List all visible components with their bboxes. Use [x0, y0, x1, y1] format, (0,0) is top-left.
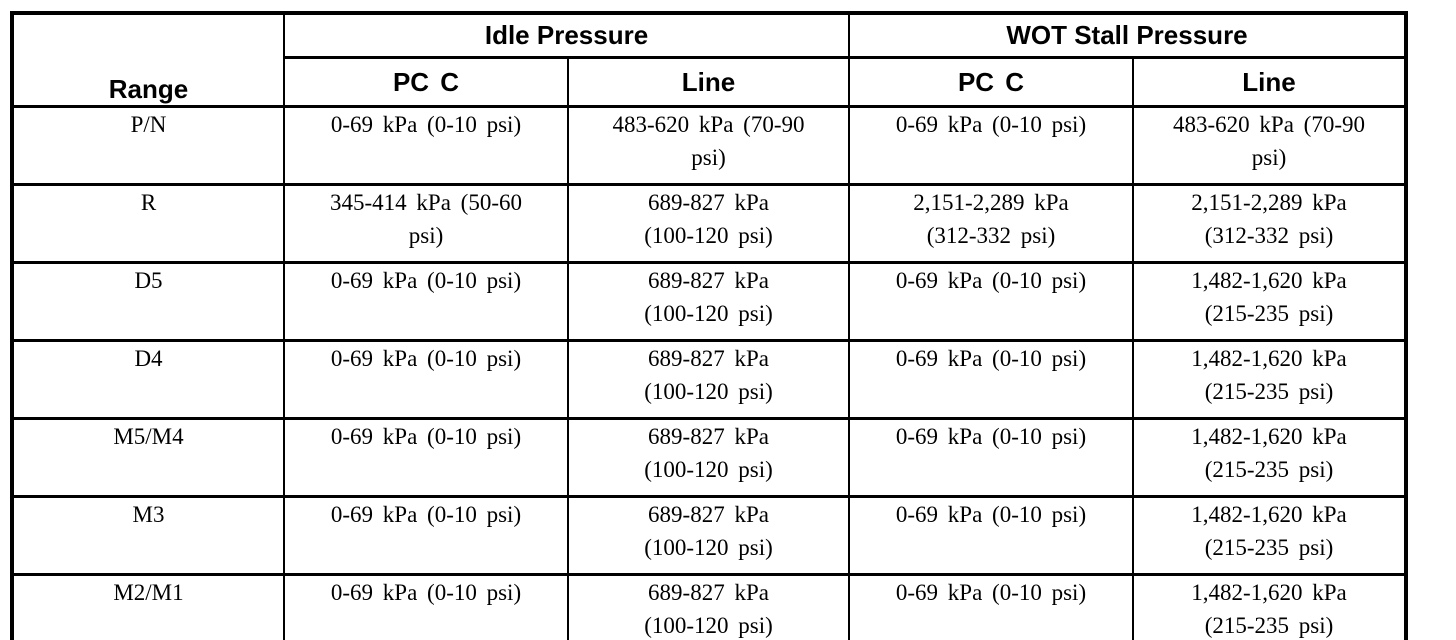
- table-row: D4 0-69 kPa (0-10 psi) 689-827 kPa (100-…: [11, 339, 1407, 420]
- cell-range: R: [11, 183, 285, 264]
- cell-wot-pcc: 0-69 kPa (0-10 psi): [848, 339, 1134, 420]
- group-header-idle-pressure: Idle Pressure: [283, 11, 850, 59]
- cell-idle-pcc: 0-69 kPa (0-10 psi): [283, 261, 569, 342]
- table-row: P/N 0-69 kPa (0-10 psi) 483-620 kPa (70-…: [11, 105, 1407, 186]
- cell-idle-pcc: 0-69 kPa (0-10 psi): [283, 339, 569, 420]
- column-header-range: Range: [11, 11, 285, 108]
- group-header-wot-stall-pressure: WOT Stall Pressure: [848, 11, 1407, 59]
- cell-wot-pcc: 0-69 kPa (0-10 psi): [848, 417, 1134, 498]
- cell-wot-line: 1,482-1,620 kPa (215-235 psi): [1132, 495, 1407, 576]
- cell-idle-line: 689-827 kPa (100-120 psi): [567, 261, 850, 342]
- cell-wot-line: 2,151-2,289 kPa (312-332 psi): [1132, 183, 1407, 264]
- cell-range: M2/M1: [11, 573, 285, 640]
- sub-header-idle-line: Line: [567, 56, 850, 108]
- cell-idle-pcc: 0-69 kPa (0-10 psi): [283, 495, 569, 576]
- sub-header-wot-pcc: PC C: [848, 56, 1134, 108]
- group-header-row: Range Idle Pressure WOT Stall Pressure: [11, 11, 1407, 108]
- cell-range: M5/M4: [11, 417, 285, 498]
- table-row: M3 0-69 kPa (0-10 psi) 689-827 kPa (100-…: [11, 495, 1407, 576]
- cell-idle-line: 483-620 kPa (70-90 psi): [567, 105, 850, 186]
- cell-idle-pcc: 345-414 kPa (50-60 psi): [283, 183, 569, 264]
- sub-header-idle-pcc: PC C: [283, 56, 569, 108]
- table-row: M5/M4 0-69 kPa (0-10 psi) 689-827 kPa (1…: [11, 417, 1407, 498]
- sub-header-row: PC C Line PC C Line: [12, 56, 1407, 108]
- cell-wot-line: 1,482-1,620 kPa (215-235 psi): [1132, 573, 1407, 640]
- cell-idle-line: 689-827 kPa (100-120 psi): [567, 495, 850, 576]
- cell-wot-line: 1,482-1,620 kPa (215-235 psi): [1132, 261, 1407, 342]
- table-row: M2/M1 0-69 kPa (0-10 psi) 689-827 kPa (1…: [11, 573, 1407, 640]
- cell-idle-line: 689-827 kPa (100-120 psi): [567, 183, 850, 264]
- cell-idle-pcc: 0-69 kPa (0-10 psi): [283, 573, 569, 640]
- table-row: D5 0-69 kPa (0-10 psi) 689-827 kPa (100-…: [11, 261, 1407, 342]
- table-row: R 345-414 kPa (50-60 psi) 689-827 kPa (1…: [11, 183, 1407, 264]
- cell-range: P/N: [11, 105, 285, 186]
- cell-wot-line: 1,482-1,620 kPa (215-235 psi): [1132, 339, 1407, 420]
- cell-range: D4: [11, 339, 285, 420]
- cell-wot-pcc: 0-69 kPa (0-10 psi): [848, 495, 1134, 576]
- cell-wot-line: 1,482-1,620 kPa (215-235 psi): [1132, 417, 1407, 498]
- pressure-spec-table: Range Idle Pressure WOT Stall Pressure P…: [10, 11, 1408, 640]
- cell-range: M3: [11, 495, 285, 576]
- cell-idle-line: 689-827 kPa (100-120 psi): [567, 339, 850, 420]
- cell-wot-pcc: 2,151-2,289 kPa (312-332 psi): [848, 183, 1134, 264]
- cell-wot-line: 483-620 kPa (70-90 psi): [1132, 105, 1407, 186]
- cell-idle-pcc: 0-69 kPa (0-10 psi): [283, 417, 569, 498]
- cell-range: D5: [11, 261, 285, 342]
- sub-header-wot-line: Line: [1132, 56, 1407, 108]
- cell-idle-line: 689-827 kPa (100-120 psi): [567, 417, 850, 498]
- cell-idle-pcc: 0-69 kPa (0-10 psi): [283, 105, 569, 186]
- cell-idle-line: 689-827 kPa (100-120 psi): [567, 573, 850, 640]
- cell-wot-pcc: 0-69 kPa (0-10 psi): [848, 261, 1134, 342]
- cell-wot-pcc: 0-69 kPa (0-10 psi): [848, 573, 1134, 640]
- cell-wot-pcc: 0-69 kPa (0-10 psi): [848, 105, 1134, 186]
